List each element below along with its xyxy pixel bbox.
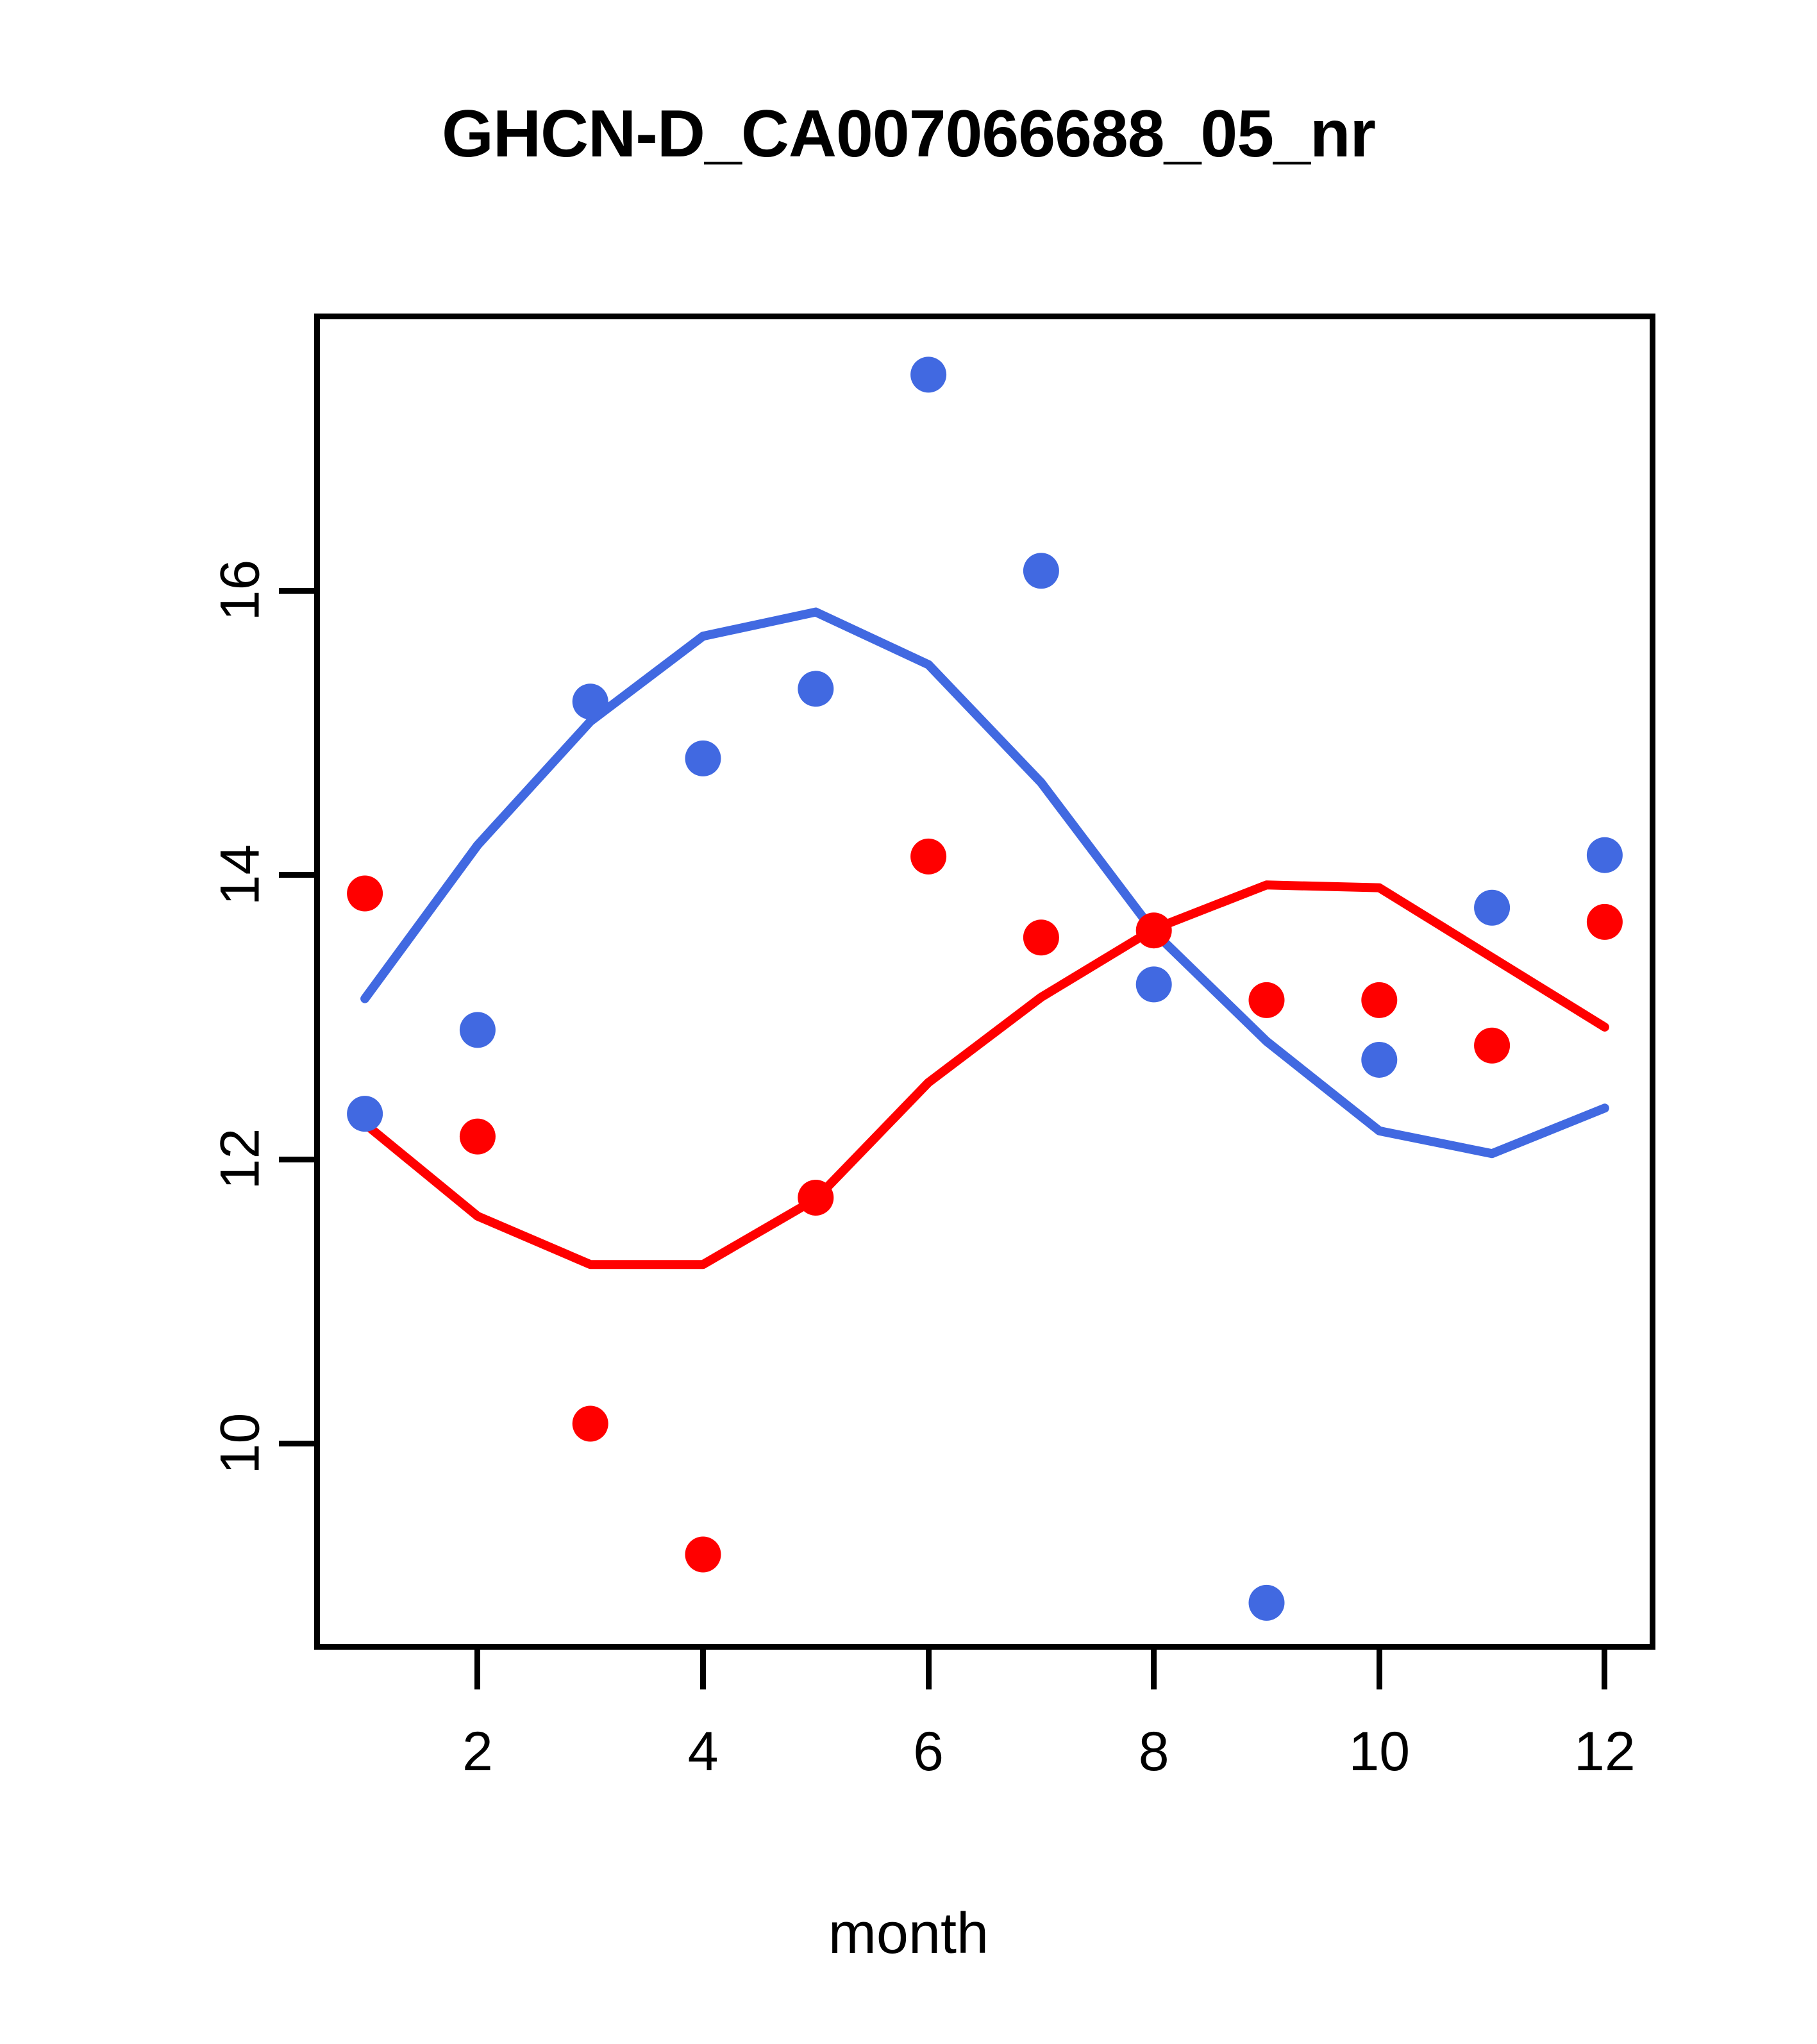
y-tick-mark: [279, 1441, 314, 1447]
line-blue-line: [360, 607, 1609, 1159]
y-tick-label: 16: [209, 559, 271, 621]
y-tick-mark: [279, 872, 314, 878]
data-point: [685, 1536, 721, 1573]
plot-svg: [347, 356, 1623, 1621]
data-point: [910, 356, 947, 393]
data-point: [347, 875, 383, 912]
data-point: [1474, 1027, 1511, 1064]
data-point: [347, 1096, 383, 1132]
data-point: [1135, 912, 1172, 949]
data-point: [910, 838, 947, 875]
point-series-group: [347, 356, 1623, 1621]
page-title: GHCN-D_CA007066688_05_nr: [442, 97, 1376, 171]
data-point: [1361, 1041, 1398, 1078]
data-point: [1023, 553, 1059, 589]
data-point: [685, 740, 721, 776]
x-tick-label: 8: [1138, 1721, 1169, 1782]
x-tick-label: 2: [462, 1721, 493, 1782]
x-tick-mark: [1376, 1650, 1382, 1689]
data-point: [1474, 889, 1511, 926]
data-point: [1586, 903, 1623, 940]
x-tick-label: 4: [687, 1721, 719, 1782]
y-tick-mark: [279, 587, 314, 594]
y-tick-label: 12: [209, 1128, 271, 1190]
x-tick-mark: [1602, 1650, 1608, 1689]
data-point: [798, 1179, 834, 1216]
data-point: [798, 671, 834, 707]
x-axis-label: month: [828, 1902, 989, 1966]
x-tick-mark: [474, 1650, 481, 1689]
data-point: [1361, 982, 1398, 1018]
data-point: [1248, 1584, 1285, 1621]
x-tick-label: 12: [1574, 1721, 1636, 1782]
plot-frame: [314, 314, 1655, 1650]
y-tick-mark: [279, 1156, 314, 1162]
x-tick-label: 6: [913, 1721, 944, 1782]
x-tick-mark: [1151, 1650, 1157, 1689]
line-series-group: [360, 607, 1609, 1269]
line-red-line: [360, 880, 1609, 1269]
data-point: [459, 1012, 496, 1048]
data-point: [572, 1405, 608, 1442]
data-point: [1135, 966, 1172, 1003]
x-tick-mark: [700, 1650, 706, 1689]
data-point: [1586, 837, 1623, 873]
data-point: [1023, 919, 1059, 956]
data-point: [572, 683, 608, 720]
x-tick-label: 10: [1348, 1721, 1411, 1782]
y-tick-label: 10: [209, 1412, 271, 1474]
x-tick-mark: [925, 1650, 932, 1689]
y-tick-label: 14: [209, 844, 271, 906]
data-point: [1248, 982, 1285, 1018]
plot-area: [314, 314, 1655, 1650]
data-point: [459, 1118, 496, 1155]
